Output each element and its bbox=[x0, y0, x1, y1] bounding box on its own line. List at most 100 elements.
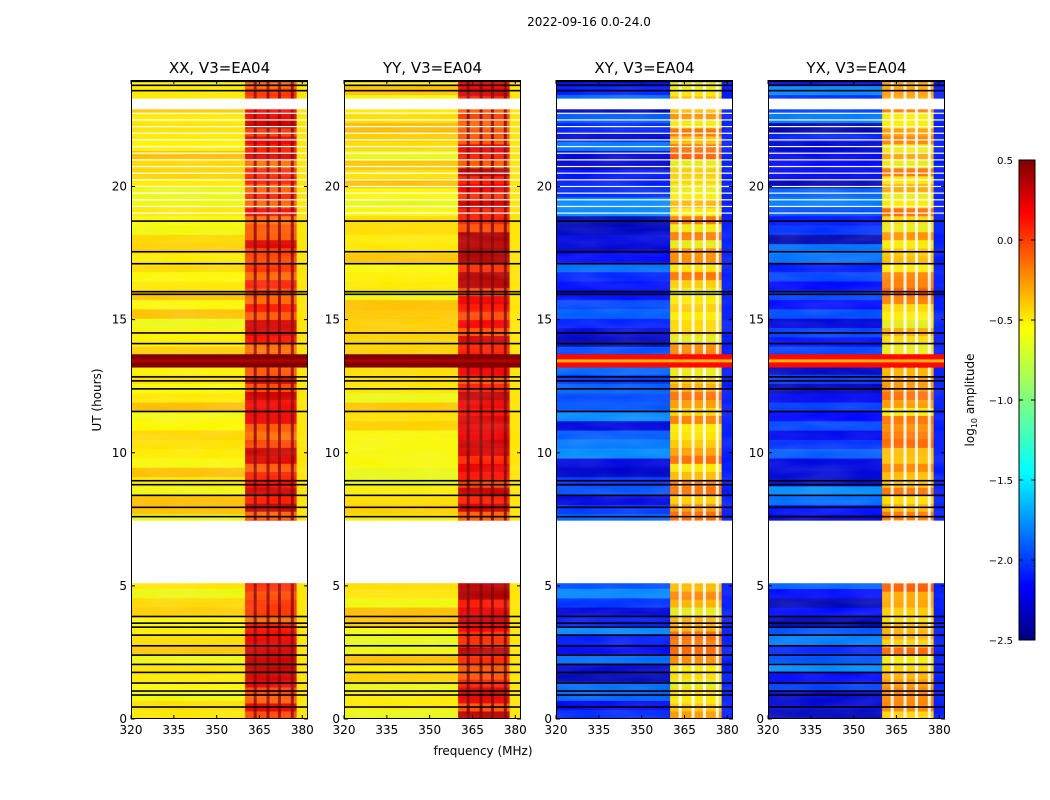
flagged-gap bbox=[556, 98, 733, 110]
x-tick-label: 365 bbox=[885, 723, 908, 737]
y-tick-label: 20 bbox=[112, 180, 127, 194]
colorbar-tick-label: 0.5 bbox=[997, 156, 1013, 167]
flag-stripe bbox=[131, 376, 308, 378]
y-tick-label: 0 bbox=[544, 712, 552, 726]
flag-stripe bbox=[556, 376, 733, 378]
flag-stripe bbox=[556, 671, 733, 674]
gap-line bbox=[768, 205, 945, 208]
gap-line bbox=[344, 139, 521, 141]
flag-stripe bbox=[131, 80, 308, 83]
y-tick-label: 0 bbox=[756, 712, 764, 726]
flag-stripe bbox=[768, 622, 945, 624]
flag-stripe bbox=[556, 634, 733, 636]
gap-line bbox=[344, 172, 521, 174]
colorbar-tick-label: −1.5 bbox=[989, 476, 1013, 487]
flag-stripe bbox=[556, 694, 733, 696]
gap-line bbox=[556, 112, 733, 114]
panel-frame bbox=[131, 80, 308, 719]
x-tick-label: 380 bbox=[504, 723, 527, 737]
gap-line bbox=[131, 132, 308, 134]
x-tick-label: 365 bbox=[248, 723, 271, 737]
y-tick-label: 15 bbox=[749, 313, 764, 327]
flag-stripe bbox=[344, 84, 521, 87]
flag-stripe bbox=[131, 622, 308, 624]
flag-stripe bbox=[344, 332, 521, 334]
x-tick-label: 335 bbox=[375, 723, 398, 737]
flag-stripe bbox=[131, 84, 308, 87]
colorbar-tick-label: 0.0 bbox=[997, 236, 1013, 247]
y-tick-label: 5 bbox=[544, 579, 552, 593]
flag-stripe bbox=[131, 494, 308, 497]
flag-stripe bbox=[131, 332, 308, 334]
gap-line bbox=[768, 172, 945, 174]
flag-stripe bbox=[556, 706, 733, 708]
x-tick-label: 335 bbox=[587, 723, 610, 737]
gap-line bbox=[768, 199, 945, 201]
flag-stripe bbox=[556, 622, 733, 624]
flag-stripe bbox=[768, 380, 945, 382]
x-tick-label: 320 bbox=[333, 723, 356, 737]
flag-stripe bbox=[556, 410, 733, 413]
flag-stripe bbox=[768, 483, 945, 486]
flag-stripe bbox=[344, 671, 521, 674]
gap-line bbox=[131, 125, 308, 128]
y-tick-label: 5 bbox=[756, 579, 764, 593]
x-tick-label: 350 bbox=[842, 723, 865, 737]
flag-stripe bbox=[131, 634, 308, 636]
gap-line bbox=[556, 119, 733, 121]
flagged-gap bbox=[344, 98, 521, 110]
flag-stripe bbox=[768, 626, 945, 628]
flag-stripe bbox=[768, 332, 945, 334]
panel-title: YX, V3=EA04 bbox=[805, 59, 906, 77]
gap-line bbox=[131, 145, 308, 148]
panel-frame bbox=[344, 80, 521, 719]
gap-line bbox=[131, 139, 308, 141]
gap-line bbox=[344, 212, 521, 214]
panel-frame bbox=[768, 80, 945, 719]
flag-stripe bbox=[768, 290, 945, 293]
x-tick-label: 365 bbox=[461, 723, 484, 737]
gap-line bbox=[768, 185, 945, 188]
panel-frame bbox=[556, 80, 733, 719]
flag-stripe bbox=[556, 479, 733, 482]
flag-stripe bbox=[344, 293, 521, 296]
flag-stripe bbox=[768, 634, 945, 636]
gap-line bbox=[344, 165, 521, 168]
flag-stripe bbox=[556, 483, 733, 486]
colorbar-label: log10 amplitude bbox=[963, 354, 979, 447]
panel-2: YY, V3=EA04 320 335 350 365 380 0 5 10 15 20 bbox=[325, 59, 527, 737]
flag-stripe bbox=[768, 293, 945, 296]
strong-band-core bbox=[344, 359, 521, 363]
flag-stripe bbox=[131, 410, 308, 413]
gap-line bbox=[344, 185, 521, 188]
y-tick-label: 15 bbox=[112, 313, 127, 327]
flag-stripe bbox=[344, 506, 521, 509]
flag-stripe bbox=[344, 290, 521, 293]
flagged-gap bbox=[768, 98, 945, 110]
panel-image bbox=[768, 80, 945, 719]
panel-image bbox=[344, 80, 521, 719]
gap-line bbox=[768, 125, 945, 128]
flag-stripe bbox=[131, 89, 308, 92]
strong-band-core bbox=[556, 359, 733, 363]
flag-stripe bbox=[131, 388, 308, 390]
panel-title: YY, V3=EA04 bbox=[382, 59, 482, 77]
gap-line bbox=[768, 212, 945, 214]
flag-stripe bbox=[768, 682, 945, 684]
flag-stripe bbox=[344, 682, 521, 684]
flag-stripe bbox=[131, 644, 308, 647]
flag-stripe bbox=[131, 262, 308, 265]
flag-stripe bbox=[131, 682, 308, 684]
colorbar: 0.5 0.0 −0.5 −1.0 −1.5 −2.0 −2.5 log10 amplitu… bbox=[963, 156, 1036, 647]
gap-line bbox=[556, 145, 733, 148]
flag-stripe bbox=[344, 694, 521, 696]
gap-line bbox=[344, 125, 521, 128]
flag-stripe bbox=[344, 250, 521, 253]
suptitle: 2022-09-16 0.0-24.0 bbox=[527, 15, 651, 29]
flag-stripe bbox=[131, 626, 308, 628]
flag-stripe bbox=[131, 380, 308, 382]
gap-line bbox=[131, 179, 308, 181]
flag-stripe bbox=[556, 388, 733, 390]
colorbar-tick-label: −0.5 bbox=[989, 316, 1013, 327]
panel-3: XY, V3=EA04 320 335 350 365 380 0 5 10 15 20 bbox=[537, 59, 739, 737]
